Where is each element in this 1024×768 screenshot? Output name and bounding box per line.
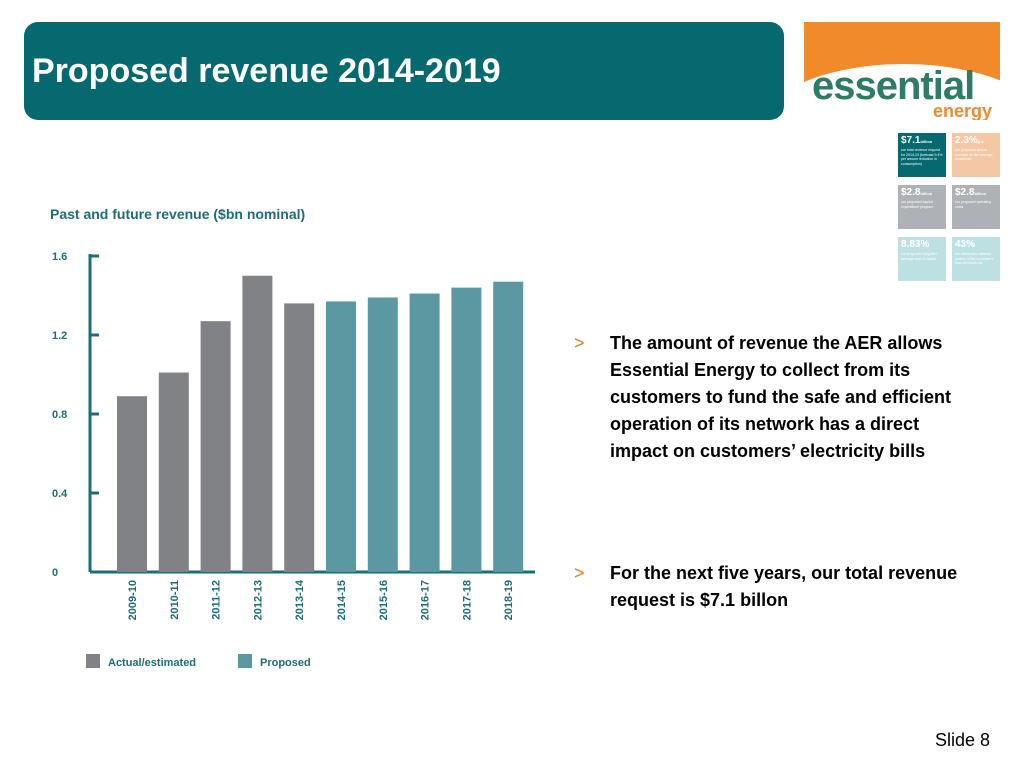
bar-2018-19 — [493, 281, 524, 572]
revenue-bar-chart: 0 0.4 0.8 1.2 1.6 2009-10 2010-11 2011-12 2012-1… — [52, 251, 535, 669]
x-tick-label: 2016-17 — [420, 580, 432, 620]
logo-word-sub: energy — [932, 101, 992, 120]
tile-capex: $2.8billion our proposed capital expendi… — [898, 185, 946, 229]
bar-2014-15 — [326, 301, 356, 572]
title-bar: Proposed revenue 2014-2019 — [24, 22, 784, 120]
tile-total-revenue: $7.1billion our total revenue request fo… — [898, 133, 946, 177]
legend-label-proposed: Proposed — [260, 657, 311, 669]
tile-value: $2.8 — [955, 187, 975, 198]
chart-title: Past and future revenue ($bn nominal) — [50, 206, 306, 222]
key-figures-tiles: $7.1billion our total revenue request fo… — [898, 133, 1002, 281]
tile-caption: our total revenue request for 2014-19 (f… — [901, 148, 943, 166]
slide-number: Slide 8 — [934, 730, 990, 750]
x-tick-label: 2017-18 — [461, 580, 473, 620]
x-tick-label: 2009-10 — [127, 580, 139, 620]
tile-network-portion: 43% the distribution network portion of … — [952, 237, 1000, 281]
tile-caption: our proposed operating costs — [955, 200, 992, 209]
x-tick-label: 2012-13 — [252, 580, 264, 620]
bar-2015-16 — [367, 297, 398, 572]
tile-value: $2.8 — [901, 187, 921, 198]
bullet-text: The amount of revenue the AER allows Ess… — [610, 333, 952, 461]
legend-swatch-proposed — [238, 654, 252, 668]
essential-energy-logo: essential energy — [804, 22, 1000, 120]
tile-value: 2.3% — [955, 135, 978, 146]
logo-word-main: essential — [812, 64, 975, 108]
logo-arc — [804, 64, 1000, 120]
y-tick-label: 0 — [52, 567, 58, 579]
y-tick-label: 1.6 — [52, 251, 67, 263]
tile-value: $7.1 — [901, 135, 921, 146]
tile-unit: p.a. — [977, 139, 985, 144]
tile-value: 8.83% — [901, 239, 930, 250]
bullet-text: For the next five years, our total reven… — [610, 563, 958, 610]
bar-2012-13 — [242, 275, 273, 572]
tile-unit: billion — [974, 191, 987, 196]
bar-2010-11 — [158, 372, 189, 572]
legend-label-actual: Actual/estimated — [108, 657, 196, 669]
bar-2009-10 — [117, 396, 147, 572]
tile-unit: billion — [920, 191, 933, 196]
bullet-marker: > — [574, 563, 585, 583]
tile-caption: our proposed weighted average cost of ca… — [901, 252, 937, 261]
x-tick-label: 2013-14 — [294, 579, 306, 620]
tile-annual-increase: 2.3%p.a. our proposed annual increase on… — [952, 133, 1000, 177]
bar-2017-18 — [451, 287, 482, 572]
tile-wacc: 8.83% our proposed weighted average cost… — [898, 237, 946, 281]
bar-2016-17 — [409, 293, 440, 572]
y-tick-label: 0.4 — [52, 488, 68, 500]
tile-caption: our proposed annual increase on the aver… — [955, 148, 993, 161]
bar-2013-14 — [284, 303, 315, 572]
x-tick-label: 2011-12 — [211, 580, 223, 620]
tile-caption: the distribution network portion of the … — [955, 252, 994, 265]
x-tick-label: 2010-11 — [169, 580, 181, 620]
x-tick-label: 2018-19 — [503, 580, 515, 620]
x-tick-label: 2014-15 — [336, 580, 348, 620]
tile-opex: $2.8billion our proposed operating costs — [952, 185, 1000, 229]
tile-unit: billion — [920, 139, 933, 144]
y-tick-label: 0.8 — [52, 409, 67, 421]
legend-swatch-actual — [86, 654, 100, 668]
bar-2011-12 — [200, 321, 231, 572]
tile-caption: our proposed capital expenditure program — [901, 200, 934, 209]
y-tick-label: 1.2 — [52, 330, 67, 342]
x-tick-label: 2015-16 — [378, 580, 390, 620]
bullet-marker: > — [574, 333, 585, 353]
slide-title: Proposed revenue 2014-2019 — [32, 52, 501, 90]
tile-value: 43% — [955, 239, 976, 250]
